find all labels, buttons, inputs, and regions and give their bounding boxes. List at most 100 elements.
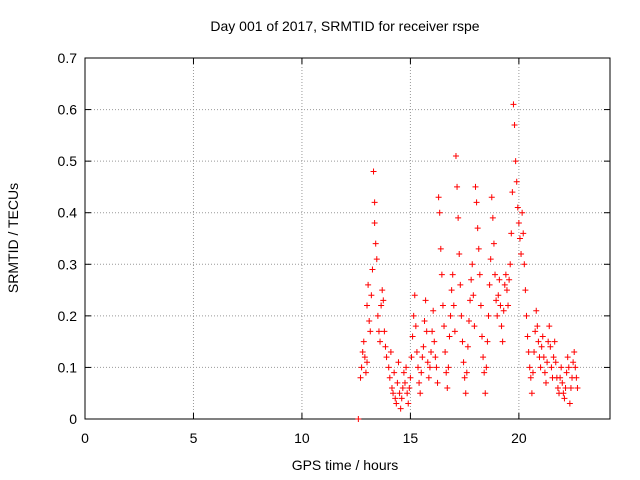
data-point bbox=[457, 281, 464, 288]
data-point bbox=[378, 302, 385, 309]
data-point bbox=[551, 338, 558, 345]
data-point bbox=[392, 395, 399, 402]
data-point bbox=[405, 400, 412, 407]
data-point bbox=[459, 338, 466, 345]
plot-frame bbox=[84, 57, 611, 420]
data-point bbox=[509, 189, 516, 196]
x-tick-label: 0 bbox=[81, 430, 89, 446]
data-point bbox=[430, 307, 437, 314]
data-point bbox=[548, 364, 555, 371]
data-point bbox=[522, 287, 529, 294]
x-tick-label: 10 bbox=[294, 430, 310, 446]
data-point bbox=[503, 287, 510, 294]
data-point bbox=[525, 348, 532, 355]
data-point bbox=[547, 343, 554, 350]
data-point bbox=[390, 390, 397, 397]
data-point bbox=[365, 281, 372, 288]
data-point bbox=[387, 348, 394, 355]
data-points bbox=[355, 101, 581, 422]
data-point bbox=[450, 302, 457, 309]
data-point bbox=[413, 348, 420, 355]
y-axis-label: SRMTID / TECUs bbox=[5, 183, 21, 293]
data-point bbox=[361, 354, 368, 361]
data-point bbox=[482, 390, 489, 397]
data-point bbox=[467, 297, 474, 304]
data-point bbox=[510, 101, 517, 108]
axes: 0 0.1 0.2 0.3 0.4 0.5 0.6 0.7 0 5 10 15 20 bbox=[58, 50, 610, 446]
data-point bbox=[552, 359, 559, 366]
data-point bbox=[527, 374, 534, 381]
data-point bbox=[369, 266, 376, 273]
data-point bbox=[401, 379, 408, 386]
data-point bbox=[528, 390, 535, 397]
data-point bbox=[485, 312, 492, 319]
data-point bbox=[519, 209, 526, 216]
data-point bbox=[488, 194, 495, 201]
data-point bbox=[385, 364, 392, 371]
data-point bbox=[456, 250, 463, 257]
data-point bbox=[449, 271, 456, 278]
data-point bbox=[487, 256, 494, 263]
y-tick-label: 0.4 bbox=[58, 205, 78, 221]
data-point bbox=[416, 379, 423, 386]
data-point bbox=[533, 307, 540, 314]
data-point bbox=[425, 374, 432, 381]
data-point bbox=[396, 390, 403, 397]
data-point bbox=[458, 312, 465, 319]
data-point bbox=[407, 374, 414, 381]
data-point bbox=[399, 385, 406, 392]
data-point bbox=[505, 302, 512, 309]
data-point bbox=[565, 364, 572, 371]
data-point bbox=[560, 390, 567, 397]
data-point bbox=[362, 369, 369, 376]
data-point bbox=[472, 183, 479, 190]
data-point bbox=[511, 122, 518, 129]
y-tick-label: 0.7 bbox=[58, 50, 78, 66]
data-point bbox=[570, 359, 577, 366]
data-point bbox=[464, 343, 471, 350]
data-point bbox=[534, 323, 541, 330]
data-point bbox=[561, 395, 568, 402]
data-point bbox=[490, 240, 497, 247]
data-point bbox=[409, 333, 416, 340]
data-point bbox=[558, 364, 565, 371]
x-tick-label: 5 bbox=[190, 430, 198, 446]
data-point bbox=[431, 338, 438, 345]
data-point bbox=[475, 245, 482, 252]
data-point bbox=[523, 312, 530, 319]
data-point bbox=[499, 338, 506, 345]
data-point bbox=[445, 364, 452, 371]
data-point bbox=[397, 405, 404, 412]
data-point bbox=[512, 158, 519, 165]
x-axis-label: GPS time / hours bbox=[292, 457, 399, 473]
data-point bbox=[537, 364, 544, 371]
x-tick-label: 15 bbox=[403, 430, 419, 446]
y-tick-label: 0.3 bbox=[58, 256, 78, 272]
data-point bbox=[406, 385, 413, 392]
data-point bbox=[538, 343, 545, 350]
data-point bbox=[462, 390, 469, 397]
data-point bbox=[546, 323, 553, 330]
data-point bbox=[443, 369, 450, 376]
data-point bbox=[398, 395, 405, 402]
data-point bbox=[559, 379, 566, 386]
data-point bbox=[463, 369, 470, 376]
data-point bbox=[515, 220, 522, 227]
data-point bbox=[493, 297, 500, 304]
data-point bbox=[455, 214, 462, 221]
data-point bbox=[411, 292, 418, 299]
data-point bbox=[442, 348, 449, 355]
data-point bbox=[489, 214, 496, 221]
data-point bbox=[566, 400, 573, 407]
data-point bbox=[419, 354, 426, 361]
data-point bbox=[379, 287, 386, 294]
data-point bbox=[358, 364, 365, 371]
data-point bbox=[447, 312, 454, 319]
data-point bbox=[441, 323, 448, 330]
data-point bbox=[465, 318, 472, 325]
data-point bbox=[394, 379, 401, 386]
data-point bbox=[454, 183, 461, 190]
data-point bbox=[380, 297, 387, 304]
data-point bbox=[484, 338, 491, 345]
